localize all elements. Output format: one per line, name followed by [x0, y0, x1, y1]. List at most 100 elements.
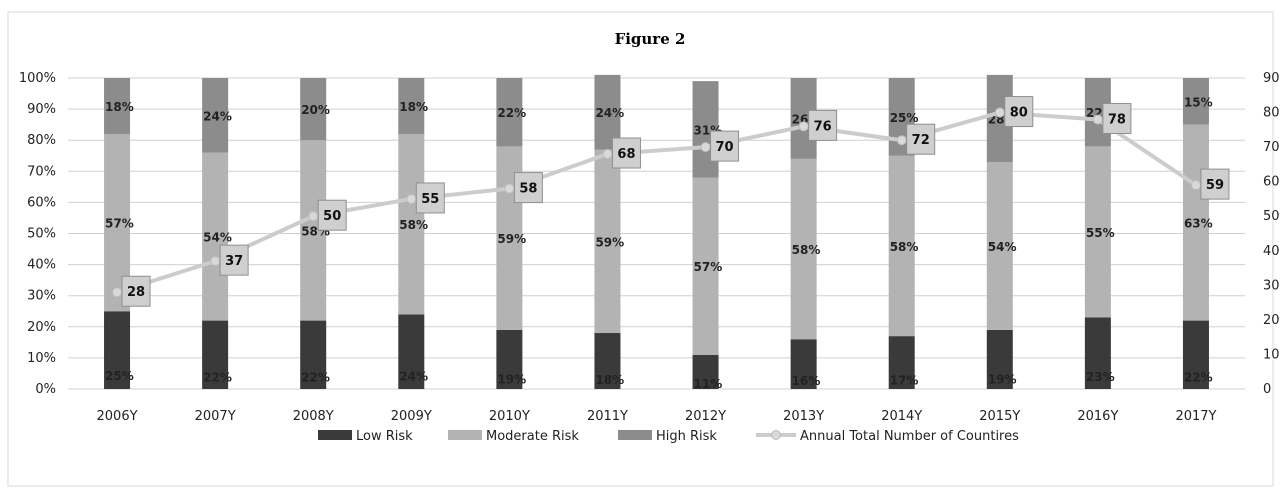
- bar-segment-moderate-risk: [594, 149, 621, 334]
- legend: Low Risk Moderate Risk High Risk Annual Tot…: [318, 429, 1019, 444]
- bar-data-label: 18%: [105, 100, 134, 114]
- line-data-label: 80: [1010, 106, 1028, 121]
- y-left-tick-label: 100%: [19, 71, 56, 86]
- line-data-label: 70: [715, 140, 733, 155]
- bar-segment-moderate-risk: [986, 161, 1013, 330]
- x-tick-label: 2014Y: [881, 409, 922, 424]
- bar-data-label: 24%: [595, 106, 624, 120]
- x-tick-label: 2016Y: [1077, 409, 1118, 424]
- total-line: 28 37 50 55 58 68 70 76 72 80 78 59: [112, 96, 1230, 307]
- y-left-tick-label: 20%: [27, 320, 56, 335]
- bar-data-label: 11%: [694, 377, 723, 391]
- bar-segment-low-risk: [790, 339, 817, 389]
- bar-data-label: 19%: [497, 372, 526, 386]
- line-data-label: 68: [617, 147, 635, 162]
- y-right-tick-label: 80: [1263, 106, 1280, 121]
- y-left-tick-label: 30%: [27, 289, 56, 304]
- line-point: [308, 211, 319, 222]
- line-data-label-box: [415, 182, 445, 214]
- bar-data-label: 24%: [399, 370, 428, 384]
- line-data-label: 37: [225, 254, 243, 269]
- bar-segment-low-risk: [594, 333, 621, 389]
- y-left-tick-label: 60%: [27, 195, 56, 210]
- bar-data-label: 18%: [595, 373, 624, 387]
- bar-segment-low-risk: [398, 314, 425, 389]
- x-tick-label: 2007Y: [195, 409, 236, 424]
- line-data-label-box: [1102, 102, 1132, 134]
- x-tick-label: 2012Y: [685, 409, 726, 424]
- line-point: [1092, 114, 1103, 125]
- line-data-label-box: [317, 199, 347, 231]
- bar-segment-low-risk: [496, 329, 523, 389]
- y-left-tick-label: 0%: [35, 382, 56, 397]
- bar-segment-high-risk: [202, 78, 229, 153]
- y-right-tick-label: 50: [1263, 209, 1280, 224]
- bar-segment-low-risk: [888, 336, 915, 389]
- bar-data-label: 25%: [890, 111, 919, 125]
- legend-label: High Risk: [656, 429, 717, 444]
- bar-segment-low-risk: [986, 329, 1013, 389]
- x-tick-label: 2010Y: [489, 409, 530, 424]
- bar-data-label: 58%: [792, 243, 821, 257]
- bar-data-label: 20%: [301, 103, 330, 117]
- x-tick-label: 2006Y: [97, 409, 138, 424]
- bar-segment-moderate-risk: [202, 152, 229, 321]
- y-right-tick-label: 40: [1263, 244, 1280, 259]
- line-data-label: 58: [519, 182, 537, 197]
- bar-segment-high-risk: [594, 74, 621, 150]
- bar-segment-low-risk: [104, 311, 131, 389]
- legend-swatch-high-risk: [618, 430, 652, 440]
- y-left-tick-label: 50%: [27, 227, 56, 242]
- bar-data-label: 19%: [988, 372, 1017, 386]
- bar-data-label: 22%: [301, 371, 330, 385]
- line-point: [112, 287, 123, 298]
- line-data-label: 59: [1206, 178, 1224, 193]
- line-point: [994, 107, 1005, 118]
- y-left-tick-label: 90%: [27, 102, 56, 117]
- line-point: [406, 193, 417, 204]
- y-left-tick-label: 80%: [27, 133, 56, 148]
- y-right-tick-label: 70: [1263, 140, 1280, 155]
- line-data-label-box: [906, 123, 936, 155]
- bar-segment-low-risk: [1182, 320, 1209, 389]
- bar-data-label: 55%: [1086, 226, 1115, 240]
- x-tick-label: 2008Y: [293, 409, 334, 424]
- bar-segment-high-risk: [300, 78, 327, 141]
- bar-data-label: 58%: [399, 218, 428, 232]
- axes: 0% 10% 20% 30% 40% 50% 60% 70% 80% 90% 100% 0 10 20 30…: [19, 71, 1280, 424]
- line-point: [700, 142, 711, 153]
- bar-segment-moderate-risk: [888, 155, 915, 337]
- bar-segment-low-risk: [692, 354, 719, 389]
- bar-segment-low-risk: [1084, 317, 1111, 389]
- line-data-label-box: [121, 275, 151, 307]
- line-data-label-box: [808, 109, 838, 141]
- bar-segment-low-risk: [202, 320, 229, 389]
- bar-segment-high-risk: [496, 78, 523, 147]
- bar-segment-moderate-risk: [790, 158, 817, 340]
- line-point: [896, 135, 907, 146]
- bar-data-label: 54%: [988, 240, 1017, 254]
- legend-line-marker: [771, 430, 781, 440]
- bar-data-label: 58%: [890, 240, 919, 254]
- line-data-label: 28: [127, 285, 145, 300]
- legend-label: Low Risk: [356, 429, 413, 444]
- y-right-tick-label: 10: [1263, 347, 1280, 362]
- line-point: [210, 256, 221, 267]
- y-right-tick-label: 60: [1263, 175, 1280, 190]
- bar-data-label: 54%: [203, 231, 232, 245]
- legend-label: Annual Total Number of Countires: [800, 429, 1019, 444]
- bar-data-label: 15%: [1184, 95, 1213, 109]
- y-right-tick-label: 0: [1263, 382, 1271, 397]
- line-data-label-box: [219, 244, 249, 276]
- bar-data-label: 16%: [792, 374, 821, 388]
- y-right-tick-label: 90: [1263, 71, 1280, 86]
- legend-swatch-low-risk: [318, 430, 352, 440]
- line-data-label-box: [1200, 168, 1230, 200]
- bar-segment-moderate-risk: [1084, 146, 1111, 318]
- x-tick-label: 2013Y: [783, 409, 824, 424]
- line-data-label-box: [710, 130, 740, 162]
- bar-data-label: 57%: [694, 260, 723, 274]
- y-right-tick-label: 30: [1263, 278, 1280, 293]
- grid-lines: [68, 77, 1245, 390]
- line-point: [602, 149, 613, 160]
